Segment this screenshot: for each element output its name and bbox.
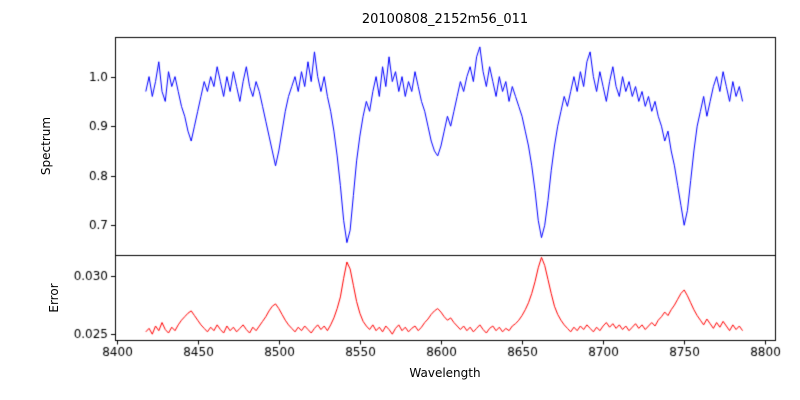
y-axis-label-spectrum: Spectrum [39, 116, 53, 176]
y-axis-label-error: Error [47, 283, 61, 313]
chart-title: 20100808_2152m56_011 [361, 12, 529, 27]
x-axis-label: Wavelength [409, 366, 481, 380]
